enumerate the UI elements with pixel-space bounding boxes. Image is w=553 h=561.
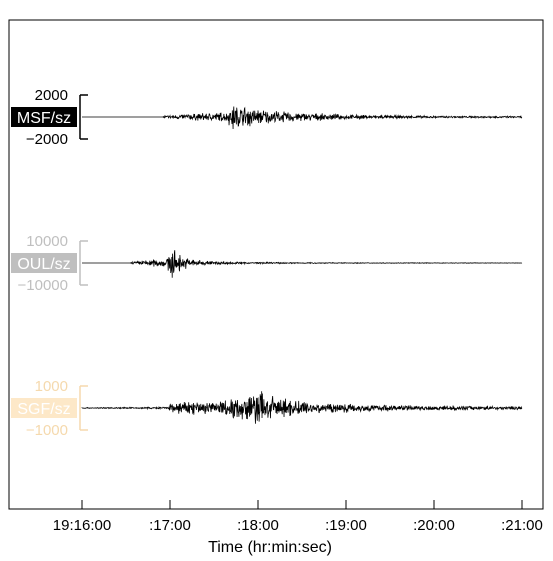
station-label: OUL/sz [17, 256, 70, 273]
trace-group-msf-sz: 2000 −2000 MSF/sz [11, 87, 523, 148]
amplitude-scale-bracket [79, 240, 88, 286]
x-tick-label: :19:00 [325, 517, 367, 534]
amplitude-top-label: 1000 [35, 378, 68, 395]
trace-group-sgf-sz: 1000 −1000 SGF/sz [11, 378, 523, 439]
amplitude-bottom-label: −10000 [18, 277, 68, 294]
x-tick-label: :17:00 [149, 517, 191, 534]
x-axis: 19:16:00 :17:00 :18:00 :19:00 :20:00 :21:00 [53, 500, 543, 534]
amplitude-bottom-label: −2000 [26, 131, 68, 148]
amplitude-scale-bracket [79, 94, 88, 140]
plot-frame [8, 19, 544, 510]
amplitude-top-label: 10000 [26, 233, 68, 250]
station-label-box [11, 253, 77, 273]
x-tick-label: :18:00 [237, 517, 279, 534]
waveform-trace [82, 250, 523, 278]
station-label: MSF/sz [17, 110, 71, 127]
station-label-box [11, 107, 77, 127]
trace-group-oul-sz: 10000 −10000 OUL/sz [11, 233, 523, 294]
amplitude-bottom-label: −1000 [26, 422, 68, 439]
x-tick-label: :21:00 [501, 517, 543, 534]
traces-layer: 2000 −2000 MSF/sz 10000 −10000 OUL/sz 1000 −100… [11, 87, 523, 439]
x-tick-label: 19:16:00 [53, 517, 111, 534]
station-label: SGF/sz [17, 401, 70, 418]
waveform-trace [81, 391, 523, 424]
waveform-trace [82, 106, 523, 130]
station-label-box [11, 398, 77, 418]
x-tick-label: :20:00 [413, 517, 455, 534]
amplitude-scale-bracket [79, 385, 88, 431]
amplitude-top-label: 2000 [35, 87, 68, 104]
x-axis-label: Time (hr:min:sec) [208, 539, 332, 556]
